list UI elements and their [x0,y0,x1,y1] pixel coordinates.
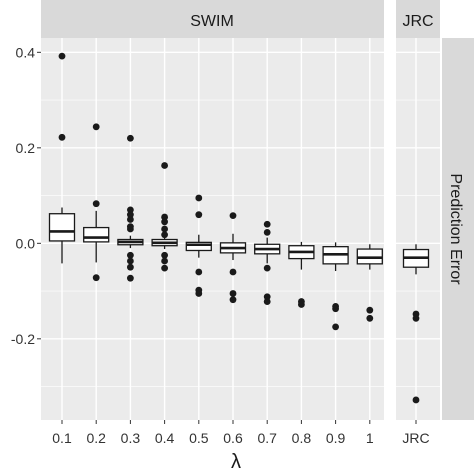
panel-jrc-background [396,38,440,420]
strip-right-label: Prediction Error [447,173,464,285]
outlier-point [332,305,339,313]
outlier-point [126,211,134,219]
x-tick-label: 1 [366,430,374,446]
outlier-point [229,296,237,304]
outlier-point [263,264,271,272]
outlier-point [161,231,169,239]
outlier-point [366,314,374,322]
outlier-point [161,251,169,259]
outlier-point [58,133,66,141]
outlier-point [195,268,203,276]
outlier-point [263,298,271,305]
x-tick-label: 0.9 [326,430,346,446]
x-tick-label: 0.7 [257,430,277,446]
outlier-point [366,306,374,314]
axis-layer: -0.2 0.0 0.2 0.4 0.1 0.2 0.3 0.4 0.5 0.6 0.7 0.8 0.9… [11,44,430,446]
x-tick-label: 0.8 [292,430,312,446]
y-tick-label: 0.2 [16,140,36,156]
x-tick-label: 0.2 [86,430,106,446]
outlier-point [126,257,134,265]
strip-swim-bg [41,0,384,38]
strip-right-bg [442,38,474,420]
y-tick-label: -0.2 [11,331,35,347]
outlier-point [195,194,203,202]
box-body [83,226,110,243]
outlier-point [298,301,305,308]
outlier-point [126,216,134,223]
x-tick-label: 0.5 [189,430,209,446]
outlier-point [126,263,134,271]
outlier-point [161,257,169,265]
x-tick-label: 0.6 [223,430,243,446]
outlier-point [161,264,169,272]
outlier-point [126,225,134,233]
strip-swim-label: SWIM [190,13,234,30]
outlier-point [92,200,100,208]
x-tick-label: 0.4 [155,430,175,446]
outlier-point [229,212,237,220]
x-tick-label: 0.3 [121,430,141,446]
strip-jrc-label: JRC [402,13,433,30]
box-layer [48,52,430,404]
outlier-point [126,206,134,214]
outlier-point [229,268,237,276]
outlier-point [263,228,271,236]
y-tick-label: 0.0 [16,235,36,251]
outlier-point [161,213,169,221]
outlier-point [58,52,66,60]
outlier-point [263,293,271,301]
box-body [48,213,76,242]
outlier-point [332,323,339,331]
x-tick-label: JRC [402,430,429,446]
outlier-point [92,123,100,131]
outlier-point [126,134,134,142]
y-tick-label: 0.4 [16,44,36,60]
x-axis-title: λ [231,451,241,473]
outlier-point [229,290,237,297]
outlier-point [126,251,134,259]
outlier-point [412,396,420,404]
strip-jrc-bg [396,0,440,38]
x-tick-label: 0.1 [52,430,72,446]
grid-layer [41,38,440,420]
outlier-point [412,314,420,322]
outlier-point [161,162,169,169]
outlier-point [195,211,203,219]
outlier-point [161,218,169,226]
outlier-point [195,290,203,297]
outlier-point [263,220,271,228]
outlier-point [92,274,100,282]
outlier-point [126,274,134,282]
outlier-point [161,225,169,233]
box-body [185,241,212,252]
